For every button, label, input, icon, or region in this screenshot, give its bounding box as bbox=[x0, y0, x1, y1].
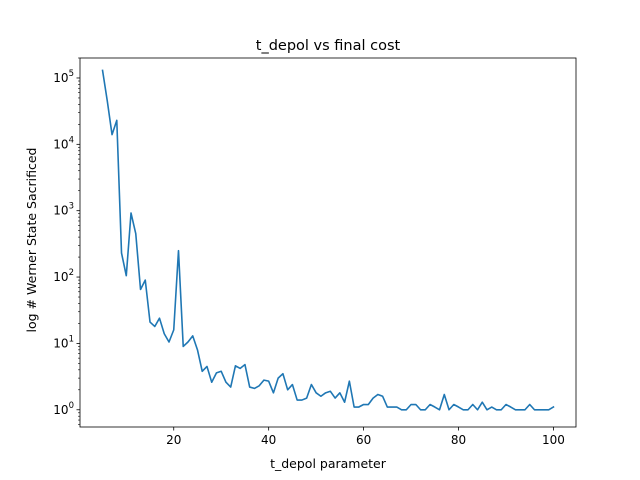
y-tick-exponent: 0 bbox=[69, 401, 74, 411]
y-tick-exponent: 3 bbox=[69, 202, 74, 212]
y-tick-label: 101 bbox=[53, 334, 74, 350]
y-tick-base: 10 bbox=[53, 270, 68, 284]
y-tick-label: 102 bbox=[53, 268, 74, 284]
x-tick-label: 40 bbox=[261, 433, 276, 447]
y-tick-exponent: 2 bbox=[69, 268, 74, 278]
y-tick-base: 10 bbox=[53, 336, 68, 350]
y-tick-label: 103 bbox=[53, 202, 74, 218]
y-tick-label: 105 bbox=[53, 69, 74, 85]
x-axis-label: t_depol parameter bbox=[270, 456, 387, 471]
y-tick-label: 100 bbox=[53, 401, 74, 417]
x-tick-label: 100 bbox=[542, 433, 565, 447]
y-tick-base: 10 bbox=[53, 403, 68, 417]
x-tick-label: 60 bbox=[356, 433, 371, 447]
y-tick-base: 10 bbox=[53, 71, 68, 85]
axes-frame bbox=[79, 57, 577, 428]
y-axis-label: log # Werner State Sacrificed bbox=[24, 148, 39, 333]
y-tick-base: 10 bbox=[53, 137, 68, 151]
y-tick-label: 104 bbox=[53, 135, 74, 151]
chart-title: t_depol vs final cost bbox=[256, 38, 401, 54]
y-tick-exponent: 1 bbox=[69, 334, 74, 344]
y-tick-base: 10 bbox=[53, 204, 68, 218]
x-tick-label: 80 bbox=[451, 433, 466, 447]
y-tick-exponent: 5 bbox=[69, 69, 74, 79]
x-tick-label: 20 bbox=[166, 433, 181, 447]
series-line bbox=[101, 69, 555, 411]
y-tick-exponent: 4 bbox=[69, 135, 74, 145]
